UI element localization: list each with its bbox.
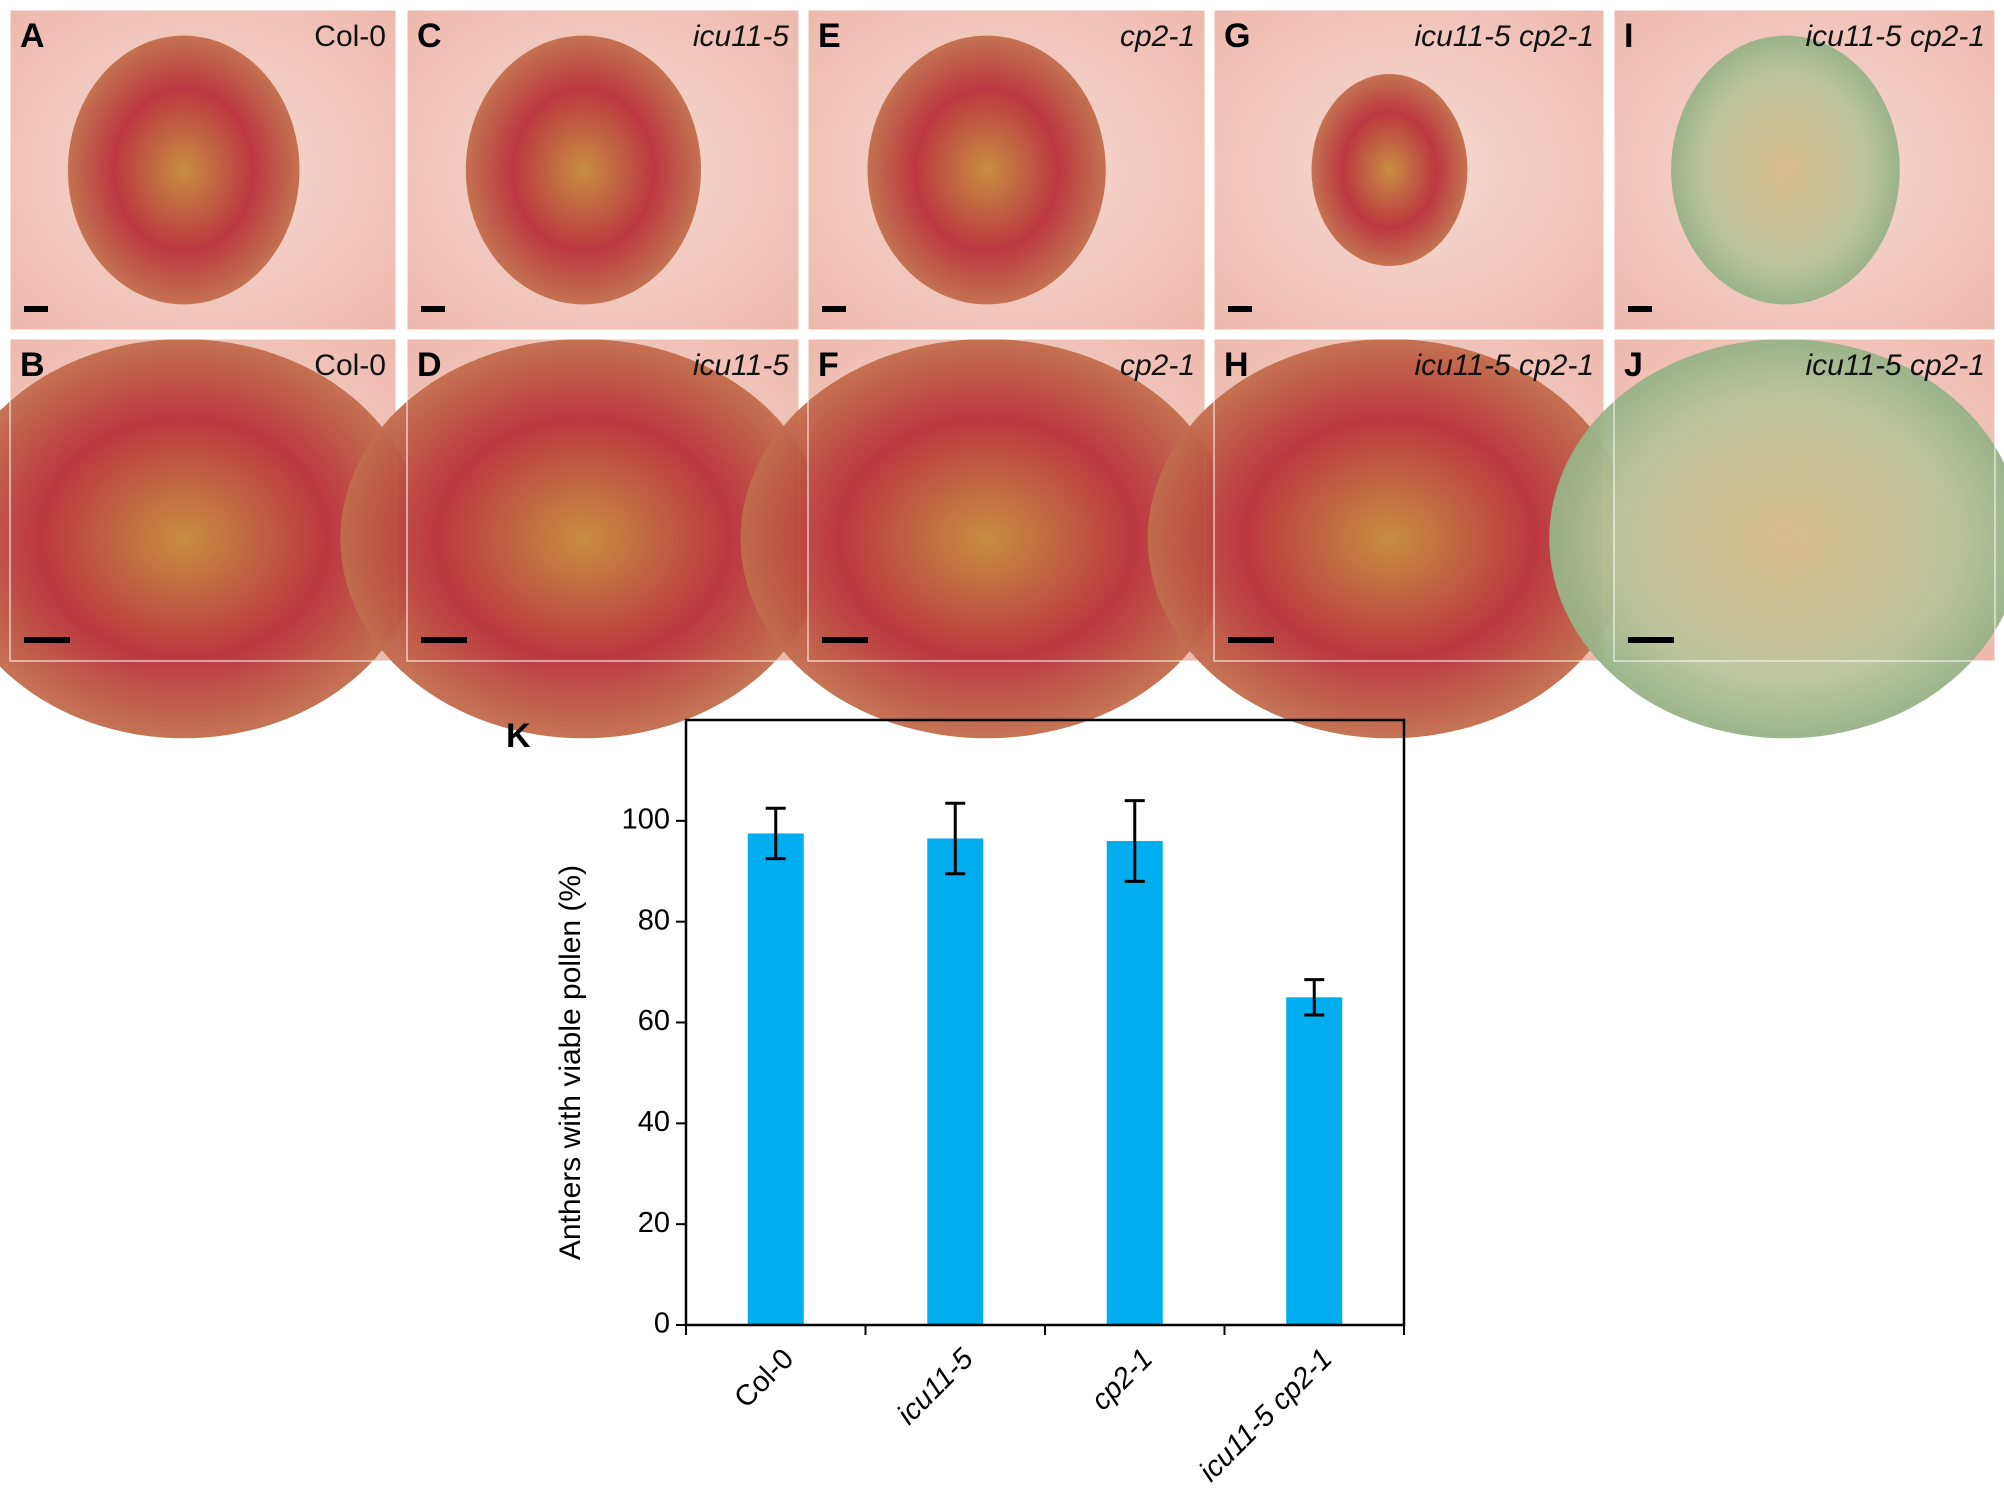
bar (1106, 841, 1163, 1325)
panel-genotype: icu11-5 cp2-1 (1805, 20, 1985, 53)
panel-letter: B (20, 346, 45, 384)
panel-genotype: icu11-5 (693, 20, 789, 53)
scale-bar (822, 637, 868, 643)
panel-genotype: cp2-1 (1120, 349, 1195, 382)
anther (67, 35, 300, 305)
y-tick-label: 40 (638, 1106, 670, 1138)
panel-letter: G (1224, 17, 1250, 55)
panel: B Col-0 (0, 338, 423, 739)
scale-bar (421, 637, 467, 643)
panel-genotype: icu11-5 cp2-1 (1414, 20, 1594, 53)
scale-bar (1628, 306, 1652, 312)
panel-genotype: icu11-5 (693, 349, 789, 382)
scale-bar (1628, 637, 1674, 643)
anther (1311, 74, 1468, 266)
panel-genotype: Col-0 (314, 20, 386, 53)
panel-genotype: icu11-5 cp2-1 (1805, 349, 1985, 382)
panel-border (1613, 9, 1996, 331)
panel-letter: H (1224, 346, 1249, 384)
y-axis-label: Anthers with viable pollen (%) (554, 865, 587, 1260)
anther (1549, 339, 2004, 739)
y-tick-label: 0 (654, 1308, 670, 1340)
scale-bar (24, 637, 70, 643)
panel-letter: K (506, 717, 531, 755)
scale-bar (421, 306, 445, 312)
panel: A Col-0 (9, 9, 397, 331)
panel-border (807, 9, 1206, 331)
anther (465, 35, 701, 305)
error-bar (945, 801, 966, 876)
panel-border (406, 9, 800, 331)
scale-bar (822, 306, 846, 312)
error-bar (1304, 978, 1325, 1017)
panel-border (1213, 9, 1605, 331)
panel-letter: D (417, 346, 442, 384)
panel-genotype: cp2-1 (1120, 20, 1195, 53)
panel-letter: F (818, 346, 839, 384)
anther (1671, 35, 1900, 305)
scale-bar (1228, 306, 1252, 312)
y-tick-label: 100 (622, 803, 670, 835)
bar-chart: K Anthers with viable pollen (%) 0 20 40 60 80… (506, 717, 1406, 1488)
panel-letter: A (20, 17, 45, 55)
panel-genotype: Col-0 (314, 349, 386, 382)
panel-genotype: icu11-5 cp2-1 (1414, 349, 1594, 382)
anther (0, 339, 423, 739)
scale-bar (1228, 637, 1274, 643)
y-tick-label: 20 (638, 1207, 670, 1239)
error-bar (1124, 799, 1145, 883)
x-tick-label: cp2-1 (1085, 1343, 1159, 1417)
panel-letter: E (818, 17, 841, 55)
bar (747, 833, 804, 1325)
anther (867, 35, 1106, 305)
panel-letter: C (417, 17, 442, 55)
panel-border (9, 9, 397, 331)
scale-bar (24, 306, 48, 312)
panel-letter: J (1624, 346, 1643, 384)
y-tick-label: 60 (638, 1005, 670, 1037)
panel-letter: I (1624, 17, 1633, 55)
bar (927, 838, 984, 1325)
micrograph-panels: A Col-0B Col-0C icu11-5D icu11-5E cp2-1F cp2-1… (0, 9, 2004, 739)
x-tick-label: icu11-5 cp2-1 (1193, 1343, 1338, 1488)
x-tick-label: icu11-5 (891, 1342, 980, 1431)
plot-frame (684, 718, 1406, 1327)
y-tick-label: 80 (638, 904, 670, 936)
x-tick-label: Col-0 (728, 1343, 800, 1415)
panel-border (1613, 338, 1996, 662)
error-bar (765, 806, 786, 861)
bar (1286, 997, 1343, 1325)
